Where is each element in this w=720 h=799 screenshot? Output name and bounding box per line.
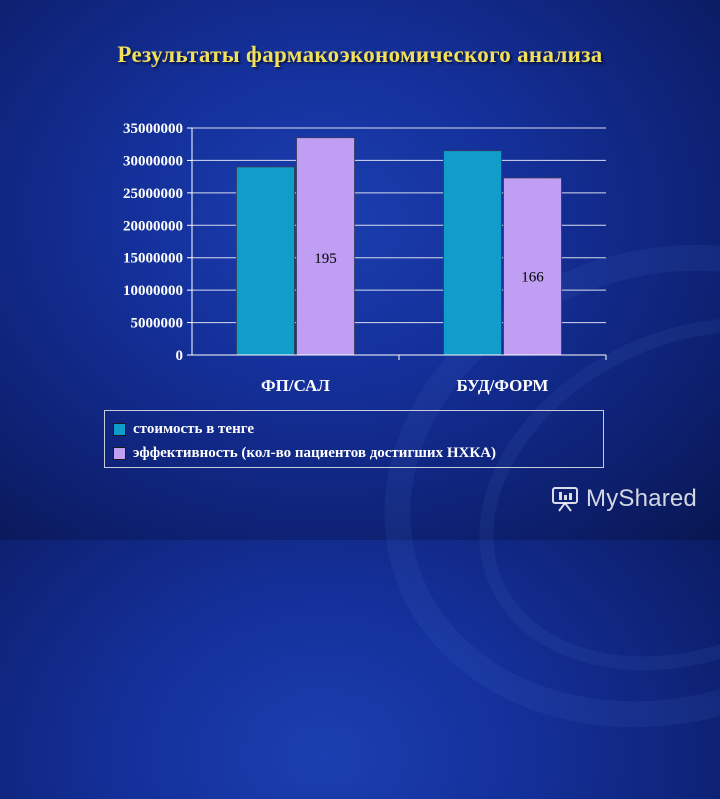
watermark-text: MyShared <box>586 485 697 512</box>
legend-label-cost: стоимость в тенге <box>133 420 254 437</box>
bar-effectiveness <box>296 137 355 356</box>
y-tick-label: 0 <box>176 348 184 364</box>
slide-title: Результаты фармакоэкономического анализа <box>117 42 603 67</box>
labels: 0 5000000 10000000 15000000 20000000 25000000… <box>123 121 548 395</box>
chart-legend: стоимость в тенге эффективность (кол-во … <box>104 410 604 468</box>
legend-label-effectiveness: эффективность (кол-во пациентов достигши… <box>133 444 497 461</box>
y-tick-label: 15000000 <box>123 251 183 267</box>
bar-effectiveness <box>503 177 562 356</box>
y-tick-label: 10000000 <box>123 283 183 299</box>
legend-swatch-cost <box>113 422 126 436</box>
y-tick-label: 35000000 <box>123 121 183 137</box>
watermark-logo: MyShared <box>550 482 697 516</box>
y-tick-label: 20000000 <box>123 218 183 234</box>
presentation-board-icon <box>552 487 578 512</box>
bar-data-label: 195 <box>314 251 337 267</box>
y-tick-label: 25000000 <box>123 186 183 202</box>
legend-swatch-effectiveness <box>113 446 126 460</box>
bar-data-label: 166 <box>521 270 544 286</box>
x-category-label: БУД/ФОРМ <box>457 376 549 395</box>
bar-chart: 0 5000000 10000000 15000000 20000000 25000000… <box>123 121 607 395</box>
axes <box>187 127 607 360</box>
bar-cost <box>443 150 502 356</box>
bar-cost <box>236 166 295 356</box>
y-tick-label: 5000000 <box>131 316 184 332</box>
legend-item-cost: стоимость в тенге <box>113 419 254 439</box>
legend-item-effectiveness: эффективность (кол-во пациентов достигши… <box>113 443 496 463</box>
y-tick-label: 30000000 <box>123 153 183 169</box>
x-category-label: ФП/САЛ <box>261 376 330 395</box>
